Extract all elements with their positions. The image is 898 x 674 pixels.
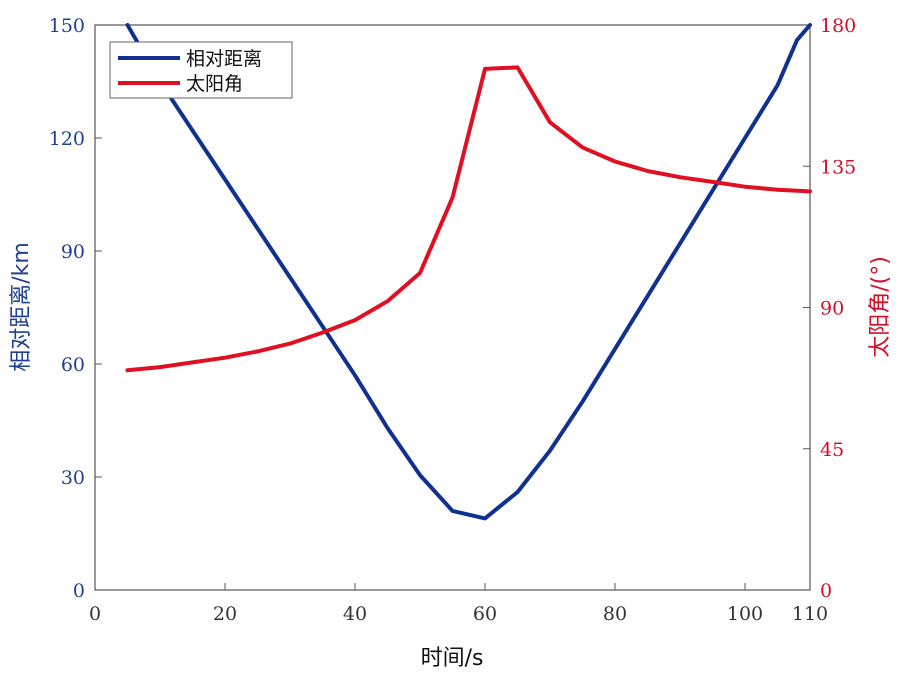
right-axis: 0 45 90 135 180 [803, 15, 856, 602]
x-tick-label: 100 [727, 603, 763, 625]
left-y-axis-label: 相对距离/km [9, 242, 34, 372]
right-tick-label: 90 [820, 298, 844, 320]
left-axis: 0 30 60 90 120 150 [49, 15, 102, 602]
x-tick-label: 110 [792, 603, 828, 625]
legend-box [109, 41, 293, 99]
legend: 相对距离 太阳角 [109, 41, 293, 99]
x-axis-label: 时间/s [421, 646, 484, 671]
legend-label-sun-angle: 太阳角 [186, 73, 243, 95]
right-tick-label: 45 [820, 439, 844, 461]
x-tick-label: 60 [473, 603, 497, 625]
bottom-axis: 0 20 40 60 80 100 110 [89, 583, 828, 625]
series-layer [125, 23, 812, 521]
series-line-sun-angle [125, 65, 812, 373]
right-tick-label: 0 [820, 580, 832, 602]
legend-label-distance: 相对距离 [186, 48, 262, 70]
right-tick-label: 135 [820, 156, 856, 178]
left-tick-label: 30 [61, 467, 85, 489]
plot-frame [94, 24, 811, 591]
series-line-distance [125, 23, 812, 521]
right-tick-label: 180 [820, 15, 856, 37]
x-tick-label: 0 [89, 603, 101, 625]
x-tick-label: 80 [603, 603, 627, 625]
right-y-axis-label: 太阳角/(°) [868, 256, 893, 358]
left-tick-label: 150 [49, 15, 85, 37]
x-tick-label: 20 [213, 603, 237, 625]
left-tick-label: 90 [61, 241, 85, 263]
left-tick-label: 60 [61, 354, 85, 376]
left-tick-label: 0 [73, 580, 85, 602]
left-tick-label: 120 [49, 128, 85, 150]
x-tick-label: 40 [343, 603, 367, 625]
